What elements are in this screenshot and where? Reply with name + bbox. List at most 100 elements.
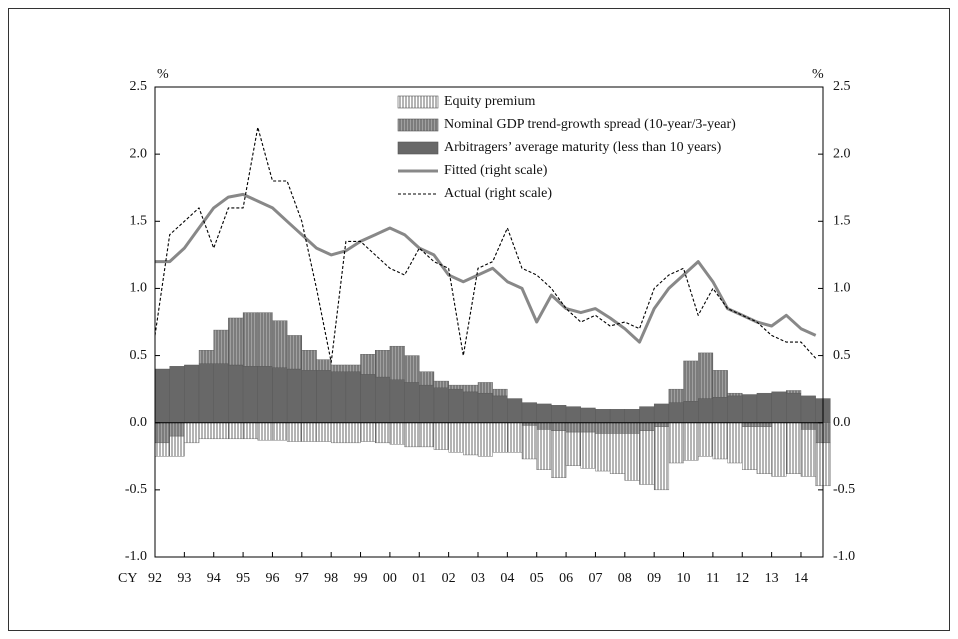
bar-segment: [316, 422, 332, 442]
bar-segment: [668, 422, 684, 464]
bar-segment: [580, 431, 596, 469]
bar-segment: [786, 390, 802, 394]
bar-segment: [507, 422, 523, 453]
x-tick-label: 96: [265, 571, 279, 586]
bar-segment: [727, 395, 743, 423]
bar-segment: [154, 368, 170, 423]
bar-segment: [389, 422, 405, 445]
bar-segment: [316, 359, 332, 371]
y-tick-label: -0.5: [125, 482, 147, 497]
bar-segment: [228, 364, 244, 423]
bar-segment: [228, 317, 244, 366]
bar-segment: [375, 376, 391, 423]
bar-segment: [389, 379, 405, 423]
x-tick-label: 99: [354, 571, 368, 586]
bar-segment: [301, 370, 317, 423]
y2-tick-label: 1.0: [833, 281, 851, 296]
y2-unit: %: [812, 67, 824, 82]
bar-segment: [653, 426, 670, 491]
bar-segment: [639, 422, 655, 431]
bar-segment: [404, 422, 420, 448]
bar-segment: [213, 363, 229, 423]
bar-segment: [228, 422, 244, 440]
x-tick-label: 00: [383, 571, 397, 586]
bar-segment: [213, 422, 229, 440]
y2-tick-label: -0.5: [833, 482, 855, 497]
x-tick-label: 97: [295, 571, 309, 586]
bar-segment: [653, 422, 670, 427]
bar-segment: [184, 364, 200, 423]
bar-segment: [198, 363, 214, 423]
bar-segment: [624, 409, 640, 423]
x-tick-label: 09: [647, 571, 661, 586]
bar-segment: [404, 382, 420, 423]
bar-segment: [595, 433, 611, 472]
bar-segment: [448, 422, 464, 453]
bar-segment: [257, 366, 273, 423]
x-tick-label: 12: [735, 571, 749, 586]
bar-segment: [698, 422, 714, 457]
x-label: CY: [118, 571, 137, 586]
bar-segment: [477, 422, 493, 457]
bar-segment: [639, 430, 655, 485]
bar-segment: [668, 402, 684, 423]
x-tick-label: 05: [530, 571, 544, 586]
bar-segment: [698, 398, 714, 423]
bar-segment: [345, 364, 361, 372]
x-tick-label: 92: [148, 571, 162, 586]
bar-segment: [316, 370, 332, 423]
x-tick-label: 13: [765, 571, 779, 586]
bar-segment: [184, 422, 200, 444]
series-line: [155, 192, 817, 344]
bar-segment: [433, 380, 449, 389]
legend-label: Arbitragers’ average maturity (less than…: [444, 140, 722, 155]
y-tick-label: 1.5: [130, 214, 148, 229]
bar-segment: [286, 368, 303, 423]
bar-segment: [477, 382, 493, 394]
bar-segment: [551, 405, 567, 423]
bar-segment: [404, 355, 420, 383]
bar-segment: [198, 422, 214, 440]
bar-segment: [536, 422, 552, 430]
bar-segment: [448, 384, 464, 390]
bar-segment: [360, 354, 376, 375]
bar-segment: [242, 312, 258, 367]
bar-segment: [419, 384, 435, 423]
series-line: [154, 126, 817, 363]
bar-segment: [154, 442, 170, 457]
y2-tick-label: 1.5: [833, 214, 851, 229]
bar-segment: [345, 422, 361, 444]
bar-segment: [301, 350, 317, 371]
y2-tick-label: 2.5: [833, 79, 851, 94]
x-tick-label: 11: [706, 571, 719, 586]
y2-tick-label: -1.0: [833, 549, 855, 564]
bar-segment: [786, 422, 802, 474]
y2-tick-label: 0.0: [833, 415, 851, 430]
x-tick-label: 06: [559, 571, 573, 586]
bar-segment: [609, 422, 626, 434]
x-tick-label: 02: [442, 571, 456, 586]
bar-segment: [477, 392, 493, 423]
bar-segment: [565, 431, 581, 466]
bar-segment: [169, 435, 185, 457]
bar-segment: [360, 422, 376, 442]
bar-segment: [536, 403, 552, 423]
bar-segment: [463, 422, 479, 456]
bar-segment: [565, 422, 581, 433]
bar-segment: [595, 422, 611, 434]
bar-segment: [345, 371, 361, 423]
bar-segment: [433, 387, 449, 423]
bar-segment: [507, 398, 523, 423]
bar-segment: [169, 422, 185, 437]
x-tick-label: 03: [471, 571, 485, 586]
bar-segment: [624, 433, 640, 481]
legend-label: Equity premium: [444, 94, 535, 109]
bar-segment: [375, 422, 391, 444]
bar-segment: [198, 350, 214, 364]
bar-segment: [154, 422, 170, 444]
bar-segment: [653, 403, 670, 423]
x-tick-label: 07: [588, 571, 602, 586]
bar-segment: [580, 422, 596, 433]
y-tick-label: 2.0: [130, 146, 148, 161]
bar-segment: [419, 422, 435, 448]
